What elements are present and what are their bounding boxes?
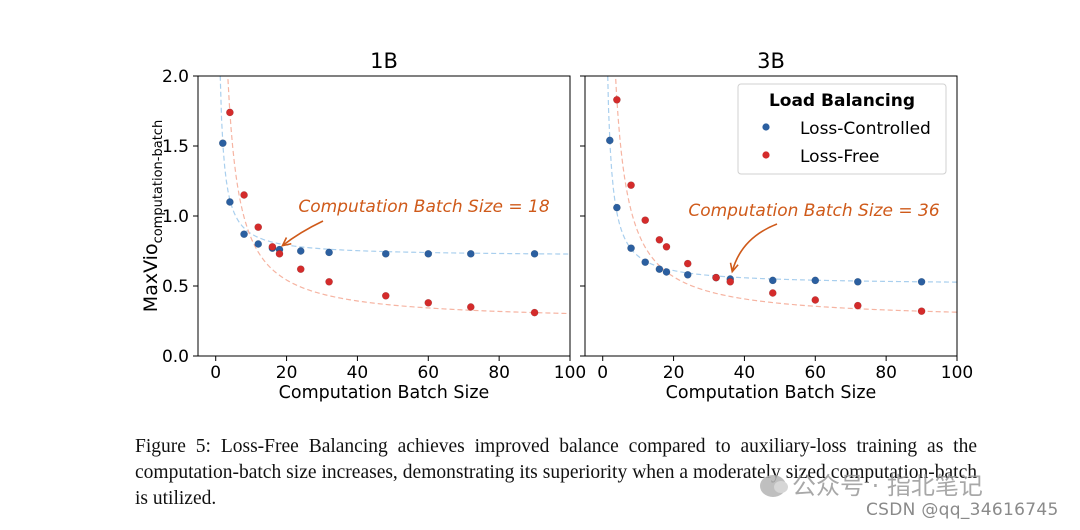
x-axis-label: Computation Batch Size (666, 383, 877, 403)
legend-label: Loss-Free (800, 147, 880, 167)
data-point-1-11 (917, 307, 926, 316)
data-point-0-11 (530, 249, 539, 258)
annotation-text: Computation Batch Size = 36 (688, 201, 939, 221)
data-point-0-6 (296, 247, 305, 255)
y-axis-label-main: MaxVio (140, 243, 162, 312)
data-point-1-6 (325, 277, 333, 286)
data-point-0-11 (854, 277, 862, 286)
y-axis-label-subscript: computation-batch (151, 120, 166, 244)
x-tick-label: 20 (663, 363, 685, 383)
data-point-1-8 (768, 289, 777, 297)
data-point-1-5 (296, 265, 305, 274)
data-point-1-9 (466, 303, 475, 311)
data-point-0-2 (240, 230, 248, 238)
x-tick-label: 100 (941, 363, 973, 383)
data-point-1-2 (641, 216, 650, 224)
x-tick-label: 0 (210, 363, 221, 383)
panel-1: 0 20 40 60 80 100 3B Computation Batch Size Comp… (580, 49, 973, 403)
legend: Load Balancing Loss-Controlled Loss-Free (737, 83, 947, 175)
data-point-1-8 (424, 298, 433, 307)
y-tick-label: 1.5 (162, 137, 189, 157)
panel-title: 1B (370, 49, 398, 73)
watermark-csdn: CSDN @qq_34616745 (866, 500, 1059, 520)
data-point-1-0 (226, 108, 234, 117)
watermark-wechat-text: 公众号 · 指北笔记 (792, 472, 983, 500)
data-point-1-10 (530, 308, 539, 317)
annotation-text: Computation Batch Size = 18 (298, 197, 549, 217)
data-point-0-0 (606, 136, 614, 145)
data-point-0-7 (325, 248, 333, 257)
data-point-0-6 (683, 270, 692, 279)
data-point-1-2 (254, 223, 263, 231)
x-tick-label: 100 (554, 363, 586, 383)
data-point-0-5 (662, 268, 671, 276)
data-point-0-10 (466, 249, 475, 258)
data-point-1-4 (662, 242, 671, 251)
data-point-1-1 (627, 181, 635, 189)
x-tick-label: 80 (488, 363, 510, 383)
legend-label: Loss-Controlled (800, 119, 931, 139)
data-point-1-3 (655, 235, 664, 244)
data-point-1-9 (811, 296, 820, 304)
legend-marker (762, 123, 770, 131)
x-tick-label: 80 (875, 363, 897, 383)
annotation-arrowhead (281, 237, 292, 247)
data-point-0-9 (768, 276, 777, 285)
data-point-0-9 (424, 249, 433, 258)
x-tick-label: 40 (347, 363, 369, 383)
data-point-0-4 (655, 265, 664, 274)
data-point-1-1 (240, 191, 248, 199)
data-point-1-10 (854, 301, 862, 310)
y-tick-label: 1.0 (162, 207, 189, 227)
figure-caption: Figure 5: Loss-Free Balancing achieves i… (135, 436, 977, 509)
data-point-0-8 (381, 249, 390, 258)
wechat-icon (760, 475, 788, 497)
data-point-1-7 (726, 277, 735, 286)
y-tick-label: 2.0 (162, 67, 189, 87)
y-tick-label: 0.0 (162, 347, 189, 367)
data-point-0-0 (218, 139, 227, 147)
data-point-0-2 (627, 244, 635, 252)
panel-0: 0 20 40 60 80 100 0.0 0.5 1.0 1.5 2.0 1B Computation… (140, 49, 586, 403)
legend-box (737, 83, 947, 175)
x-axis-label: Computation Batch Size (279, 383, 490, 403)
panel-title: 3B (757, 49, 785, 73)
x-tick-label: 0 (597, 363, 608, 383)
x-tick-label: 60 (804, 363, 826, 383)
data-point-1-7 (381, 291, 390, 300)
y-axis-label: MaxViocomputation-batch (140, 120, 166, 312)
figure-canvas: 0 20 40 60 80 100 0.0 0.5 1.0 1.5 2.0 1B Computation… (140, 49, 973, 403)
data-point-0-3 (254, 240, 263, 248)
data-point-1-4 (275, 249, 284, 258)
legend-title: Load Balancing (769, 91, 915, 111)
watermark-wechat: 公众号 · 指北笔记 (760, 466, 983, 501)
annotation-arrow (281, 220, 324, 247)
annotation-arrowhead (729, 262, 739, 274)
data-point-1-0 (613, 96, 621, 104)
x-tick-label: 40 (734, 363, 756, 383)
fit-curve-0 (219, 76, 570, 255)
data-point-0-1 (613, 203, 621, 212)
data-point-0-3 (641, 258, 650, 267)
fit-curve-1 (227, 76, 570, 315)
y-tick-label: 0.5 (162, 277, 189, 297)
data-point-1-5 (683, 259, 692, 268)
data-point-0-1 (226, 198, 234, 206)
x-tick-label: 20 (276, 363, 298, 383)
data-point-1-3 (268, 242, 277, 251)
x-tick-label: 60 (417, 363, 439, 383)
data-point-0-12 (917, 277, 926, 286)
data-point-1-6 (712, 273, 720, 282)
annotation-arrow (731, 223, 778, 272)
data-point-0-10 (811, 276, 820, 285)
legend-marker (762, 151, 770, 159)
